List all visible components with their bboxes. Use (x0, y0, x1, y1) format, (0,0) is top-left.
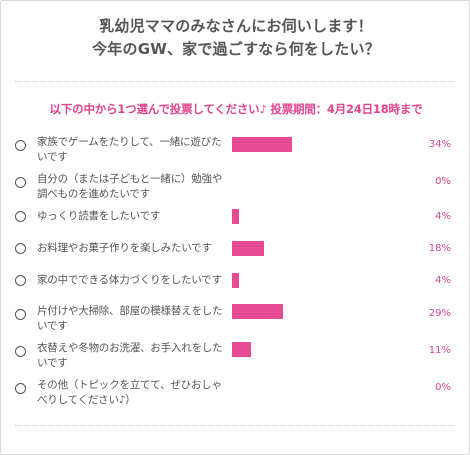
radio-button[interactable] (15, 275, 26, 286)
result-percent: 0% (435, 382, 451, 393)
radio-button[interactable] (15, 211, 26, 222)
poll-title-line2: 今年のGW、家で過ごすなら何をしたい？ (92, 40, 380, 58)
divider-top (15, 81, 455, 82)
result-percent: 34% (428, 139, 451, 150)
option-label[interactable]: その他（トピックを立てて、ぜひおしゃべりしてください♪） (37, 379, 222, 406)
poll-title-line1: 乳幼児ママのみなさんにお伺いします！ (99, 17, 373, 35)
result-bar (232, 304, 283, 319)
divider-bottom (15, 425, 455, 426)
radio-button[interactable] (15, 346, 26, 357)
result-bar (232, 273, 239, 288)
radio-button[interactable] (15, 383, 26, 394)
option-label[interactable]: 片付けや大掃除、部屋の模様替えをしたいです (37, 305, 223, 332)
result-percent: 18% (428, 243, 451, 254)
result-bar (232, 209, 239, 224)
radio-button[interactable] (15, 309, 26, 320)
result-percent: 4% (435, 211, 451, 222)
option-label[interactable]: 家族でゲームをたりして、一緒に遊びたいです (37, 136, 222, 163)
result-percent: 11% (428, 345, 451, 356)
option-label[interactable]: 自分の（または子どもと一緒に）勉強や調べものを進めたいです (37, 173, 223, 200)
option-label[interactable]: お料理やお菓子作りを楽しみたいです (37, 242, 212, 254)
poll-title: 乳幼児ママのみなさんにお伺いします！ 今年のGW、家で過ごすなら何をしたい？ (1, 15, 470, 61)
poll-instruction: 以下の中から1つ選んで投票してください♪ 投票期間：4月24日18時まで (49, 102, 423, 116)
radio-button[interactable] (15, 243, 26, 254)
result-bar (232, 342, 251, 357)
result-percent: 29% (428, 308, 451, 319)
option-label[interactable]: 衣替えや冬物のお洗濯、お手入れをしたいです (37, 342, 223, 369)
option-label[interactable]: 家の中でできる体力づくりをしたいです (37, 274, 222, 286)
result-bar (232, 241, 264, 256)
radio-button[interactable] (15, 177, 26, 188)
option-label[interactable]: ゆっくり読書をしたいです (37, 210, 161, 222)
radio-button[interactable] (15, 140, 26, 151)
result-percent: 0% (435, 176, 451, 187)
result-percent: 4% (435, 275, 451, 286)
result-bar (232, 137, 292, 152)
